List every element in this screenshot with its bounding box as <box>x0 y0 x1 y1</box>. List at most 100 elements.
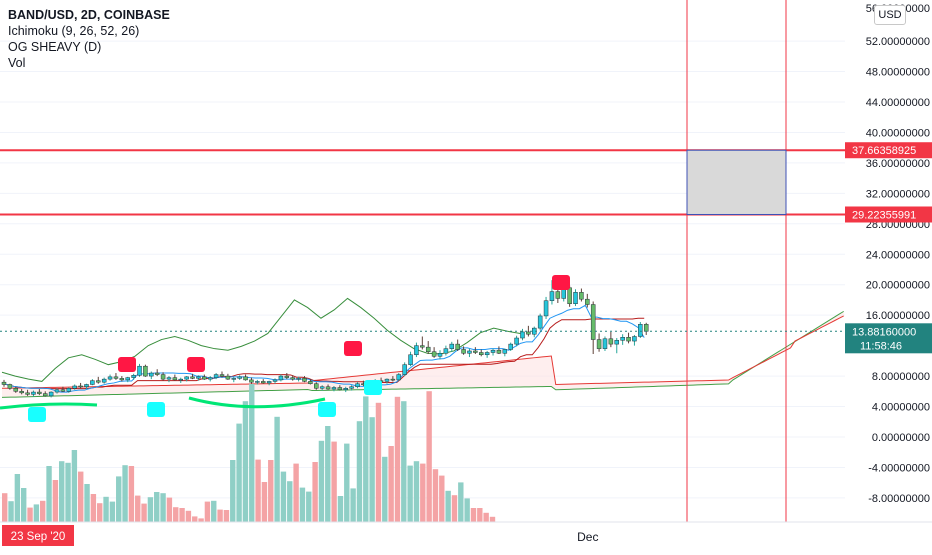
volume-bar <box>382 456 388 522</box>
volume-bar <box>458 482 464 522</box>
price-tick-label: 44.00000000 <box>866 97 930 109</box>
volume-bar <box>147 497 154 522</box>
volume-bar <box>141 503 147 522</box>
candle-body <box>284 375 290 378</box>
volume-bar <box>103 496 109 522</box>
candle-body <box>396 374 402 381</box>
candle-body <box>567 287 572 305</box>
countdown-label: 11:58:46 <box>860 340 902 352</box>
price-tick-label: 52.00000000 <box>866 36 930 48</box>
candle-body <box>219 374 225 377</box>
volume-bar <box>33 504 40 522</box>
indicator-ichimoku-label[interactable]: Ichimoku (9, 26, 52, 26) <box>8 24 140 38</box>
candle-body <box>90 380 95 385</box>
candle-body <box>319 386 325 389</box>
candle-body <box>160 374 166 380</box>
candle-body <box>19 391 24 394</box>
ichimoku-cloud <box>1 310 844 398</box>
volume-bar <box>470 508 477 522</box>
candle-body <box>314 383 319 389</box>
volume-bar <box>46 466 52 522</box>
candle-body <box>602 338 608 349</box>
volume-bar <box>78 471 84 522</box>
candle-body <box>490 349 496 353</box>
volume-bar <box>160 493 166 522</box>
volume-bar <box>464 498 470 522</box>
candle-body <box>337 387 343 391</box>
candle-body <box>514 337 519 345</box>
candle-body <box>437 352 443 357</box>
volume-bar <box>477 508 483 522</box>
price-tick-label: 48.00000000 <box>866 67 930 79</box>
candle-body <box>484 352 490 356</box>
grid <box>0 40 845 499</box>
candle-body <box>467 350 472 354</box>
volume-bar <box>375 402 382 522</box>
candle-body <box>54 389 60 393</box>
candle-body <box>96 380 101 383</box>
time-axis-background <box>0 522 932 550</box>
candle-body <box>119 378 125 381</box>
volume-bar <box>280 471 287 522</box>
candle-body <box>290 377 295 380</box>
kijun-sen <box>1 317 645 390</box>
volume-bar <box>40 500 46 522</box>
axis-background <box>845 0 932 522</box>
candle-body <box>355 383 360 387</box>
currency-button[interactable]: USD <box>874 5 906 25</box>
candle-body <box>520 331 525 339</box>
volume-bar <box>363 396 369 522</box>
volume-bar <box>154 492 160 522</box>
sell-signal-marker <box>118 357 136 372</box>
candle-body <box>225 375 231 380</box>
candle-body <box>84 384 89 387</box>
candle-body <box>178 378 184 381</box>
candle-body <box>390 378 396 381</box>
candle-body <box>107 376 113 380</box>
volume-bar <box>128 466 135 522</box>
sell-signal-marker <box>344 341 362 356</box>
candle-body <box>172 377 178 381</box>
volume-bar <box>90 494 97 522</box>
candle-body <box>325 386 331 390</box>
candle-body <box>143 365 148 377</box>
volume-bar <box>394 396 401 522</box>
symbol-title[interactable]: BAND/USD, 2D, COINBASE <box>8 8 170 22</box>
volume-bar <box>274 416 280 522</box>
buy-signal-marker <box>147 402 165 417</box>
candle-body <box>643 324 649 332</box>
indicator-ogsheavy-label[interactable]: OG SHEAVY (D) <box>8 40 102 54</box>
candle-body <box>184 376 189 380</box>
level-price-tag <box>845 206 932 223</box>
volume-bar <box>242 401 249 522</box>
candle-body <box>266 381 272 384</box>
candle-body <box>13 388 19 392</box>
drawings <box>0 0 845 522</box>
volume-bar <box>84 484 90 522</box>
price-tick-label: 8.00000000 <box>872 371 930 383</box>
candle-body <box>48 391 54 397</box>
candle-body <box>537 315 543 329</box>
volume-bar <box>204 501 211 522</box>
volume-bar <box>489 516 496 522</box>
volume-bar <box>52 480 59 522</box>
price-tick-label: -4.00000000 <box>868 462 930 474</box>
time-tick-label: Dec <box>577 530 598 544</box>
volume-bar <box>325 426 331 522</box>
candle-body <box>496 349 502 354</box>
candle-body <box>408 354 413 365</box>
volume-bar <box>27 507 33 522</box>
volume-bar <box>407 465 413 522</box>
volume-bar <box>356 421 363 522</box>
indicator-volume-label[interactable]: Vol <box>8 56 26 70</box>
volume-bar <box>230 460 236 522</box>
volume-bar <box>369 417 375 522</box>
candle-body <box>585 298 590 305</box>
candle-body <box>620 337 625 341</box>
candle-body <box>526 331 531 335</box>
volume-bar <box>217 509 223 522</box>
candle-body <box>596 339 602 349</box>
price-tick-label: 32.00000000 <box>866 188 930 200</box>
